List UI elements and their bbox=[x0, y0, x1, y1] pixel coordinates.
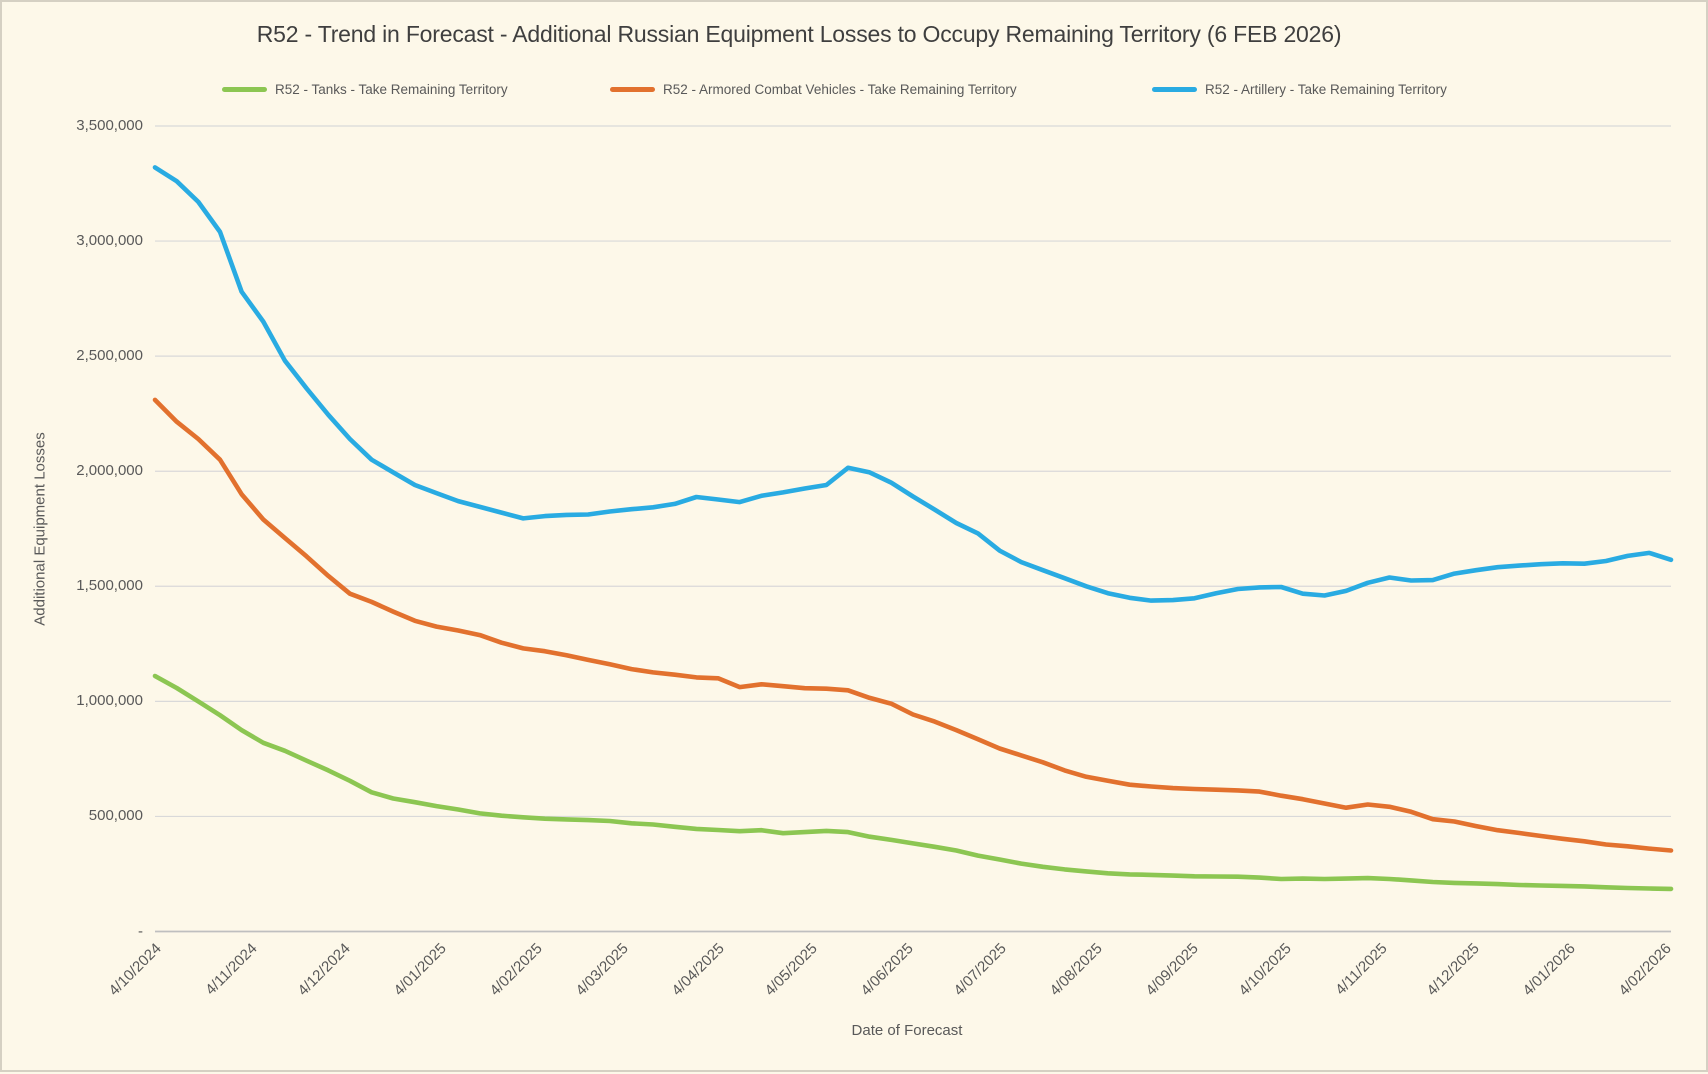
legend-item: R52 - Tanks - Take Remaining Territory bbox=[222, 79, 508, 99]
series-line-2 bbox=[152, 397, 1674, 853]
y-tick-label: - bbox=[138, 922, 143, 940]
series-line-1 bbox=[152, 673, 1674, 892]
y-tick-label: 500,000 bbox=[88, 807, 143, 825]
legend: R52 - Tanks - Take Remaining Territory R5… bbox=[2, 79, 1706, 99]
y-tick-label: 2,000,000 bbox=[76, 462, 143, 480]
y-tick-label: 1,000,000 bbox=[76, 692, 143, 710]
x-axis-title: Date of Forecast bbox=[851, 1022, 963, 1039]
y-tick-label: 3,000,000 bbox=[76, 232, 143, 250]
legend-label: R52 - Artillery - Take Remaining Territo… bbox=[1205, 81, 1447, 97]
y-tick-label: 1,500,000 bbox=[76, 577, 143, 595]
legend-label: R52 - Armored Combat Vehicles - Take Rem… bbox=[663, 81, 1017, 97]
legend-swatch bbox=[610, 86, 655, 92]
legend-item: R52 - Artillery - Take Remaining Territo… bbox=[1152, 79, 1447, 99]
legend-swatch bbox=[1152, 86, 1197, 92]
legend-label: R52 - Tanks - Take Remaining Territory bbox=[275, 81, 508, 97]
legend-swatch bbox=[222, 86, 267, 92]
series-line-3 bbox=[152, 165, 1674, 603]
y-tick-label: 2,500,000 bbox=[76, 347, 143, 365]
chart-title: R52 - Trend in Forecast - Additional Rus… bbox=[256, 21, 1342, 47]
y-tick-label: 3,500,000 bbox=[76, 117, 143, 134]
legend-item: R52 - Armored Combat Vehicles - Take Rem… bbox=[610, 79, 1017, 99]
